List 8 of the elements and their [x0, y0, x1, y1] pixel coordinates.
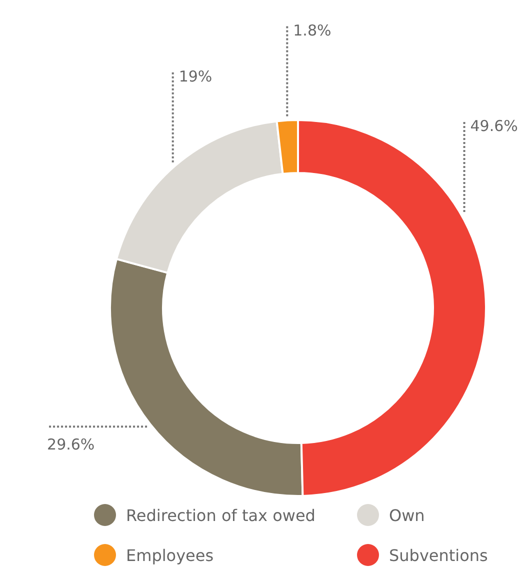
data-label: 49.6%	[470, 117, 518, 135]
legend-label: Own	[389, 506, 425, 524]
data-label: 1.8%	[293, 21, 332, 40]
legend-label: Subventions	[389, 546, 488, 564]
data-label: 19%	[178, 67, 212, 86]
legend-label: Redirection of tax owed	[126, 506, 316, 524]
data-label: 29.6%	[47, 436, 95, 454]
legend-label: Employees	[126, 546, 214, 564]
